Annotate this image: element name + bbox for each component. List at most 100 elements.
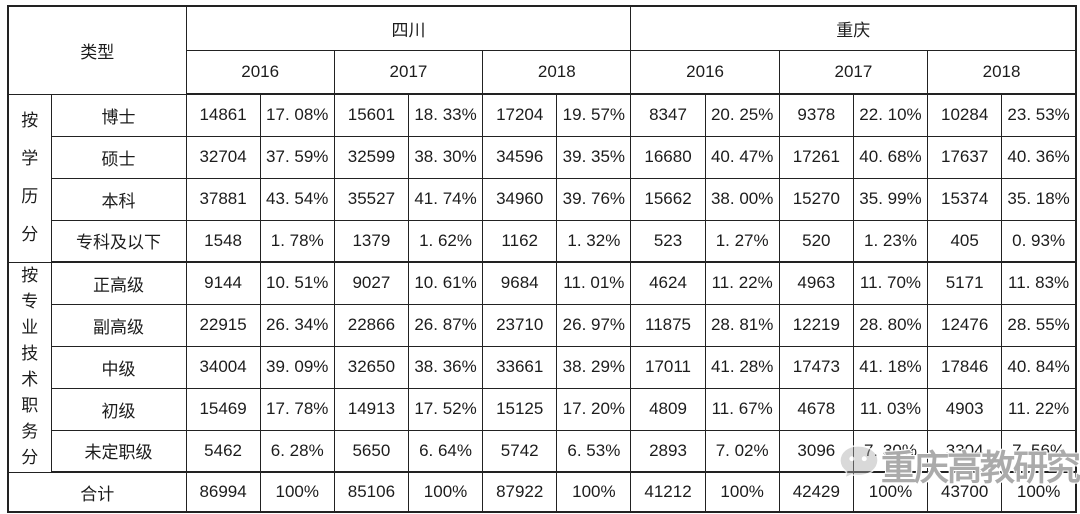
table-cell: 22. 10% — [852, 93, 929, 137]
table-cell: 1. 78% — [259, 219, 335, 263]
table-cell: 8347 — [630, 93, 706, 137]
table-cell: 34596 — [482, 135, 558, 179]
table-cell: 28. 55% — [1001, 303, 1077, 347]
group-label-by-title: 按专业技术职务分 — [7, 261, 52, 473]
table-cell: 11. 70% — [852, 261, 929, 305]
region-header-chongqing: 重庆 — [630, 5, 1077, 51]
row-label: 专科及以下 — [50, 219, 187, 263]
year-header: 2018 — [482, 49, 632, 95]
table-cell: 100% — [259, 471, 335, 513]
table-cell: 40. 47% — [704, 135, 780, 179]
table-cell: 87922 — [482, 471, 558, 513]
table-cell: 28. 80% — [852, 303, 929, 347]
total-row-label: 合计 — [7, 471, 187, 513]
table-cell: 523 — [630, 219, 706, 263]
table-cell: 34004 — [185, 345, 261, 389]
table-cell: 14913 — [333, 387, 409, 431]
table-cell: 5650 — [333, 429, 409, 473]
table-cell: 41. 74% — [407, 177, 484, 221]
table-cell: 5742 — [482, 429, 558, 473]
table-cell: 39. 35% — [556, 135, 632, 179]
table-cell: 4678 — [778, 387, 854, 431]
table-cell: 11. 22% — [1001, 387, 1077, 431]
table-cell: 100% — [556, 471, 632, 513]
table-cell: 41. 18% — [852, 345, 929, 389]
table-cell: 4809 — [630, 387, 706, 431]
table-cell: 26. 87% — [407, 303, 484, 347]
table-cell: 17. 52% — [407, 387, 484, 431]
table-cell: 39. 76% — [556, 177, 632, 221]
table-cell: 39. 09% — [259, 345, 335, 389]
table-cell: 17. 20% — [556, 387, 632, 431]
table-cell: 4903 — [927, 387, 1003, 431]
table-row: 硕士 32704 37. 59% 32599 38. 30% 34596 39.… — [8, 135, 1077, 179]
table-cell: 15469 — [185, 387, 261, 431]
table-cell: 18. 33% — [407, 93, 484, 137]
table-cell: 86994 — [185, 471, 261, 513]
table-cell: 1548 — [185, 219, 261, 263]
table-cell: 3304 — [927, 429, 1003, 473]
table-cell: 5171 — [927, 261, 1003, 305]
table-cell: 15601 — [333, 93, 409, 137]
table-cell: 0. 93% — [1001, 219, 1077, 263]
table-cell: 38. 00% — [704, 177, 780, 221]
table-cell: 43700 — [927, 471, 1003, 513]
table-cell: 28. 81% — [704, 303, 780, 347]
row-label: 本科 — [50, 177, 187, 221]
table-cell: 38. 30% — [407, 135, 484, 179]
table-cell: 40. 84% — [1001, 345, 1077, 389]
table-cell: 11. 22% — [704, 261, 780, 305]
table-cell: 100% — [407, 471, 484, 513]
table-cell: 22915 — [185, 303, 261, 347]
row-label: 博士 — [50, 93, 187, 137]
table-cell: 26. 97% — [556, 303, 632, 347]
year-header: 2016 — [185, 49, 335, 95]
region-header-sichuan: 四川 — [185, 5, 632, 51]
table-cell: 17. 78% — [259, 387, 335, 431]
table-row: 未定职级 5462 6. 28% 5650 6. 64% 5742 6. 53%… — [8, 429, 1077, 473]
table-cell: 32650 — [333, 345, 409, 389]
table-cell: 11875 — [630, 303, 706, 347]
table-cell: 32704 — [185, 135, 261, 179]
table-cell: 7. 56% — [1001, 429, 1077, 473]
table-cell: 4963 — [778, 261, 854, 305]
table-cell: 37881 — [185, 177, 261, 221]
table-cell: 43. 54% — [259, 177, 335, 221]
table-cell: 23. 53% — [1001, 93, 1077, 137]
table-cell: 35527 — [333, 177, 409, 221]
table-cell: 38. 36% — [407, 345, 484, 389]
table-cell: 9027 — [333, 261, 409, 305]
table-cell: 34960 — [482, 177, 558, 221]
table-cell: 1. 32% — [556, 219, 632, 263]
table-cell: 10. 61% — [407, 261, 484, 305]
table-cell: 12476 — [927, 303, 1003, 347]
staff-statistics-table: 类型 四川 重庆 2016 2017 2018 2016 2017 2018 按… — [7, 5, 1077, 513]
table-row: 专科及以下 1548 1. 78% 1379 1. 62% 1162 1. 32… — [8, 219, 1077, 263]
row-label: 中级 — [50, 345, 187, 389]
table-row: 按专业技术职务分 正高级 9144 10. 51% 9027 10. 61% 9… — [7, 261, 1077, 473]
table-cell: 7. 02% — [704, 429, 780, 473]
table-row: 本科 37881 43. 54% 35527 41. 74% 34960 39.… — [8, 177, 1077, 221]
table-cell: 19. 57% — [556, 93, 632, 137]
table-cell: 1. 23% — [852, 219, 929, 263]
table-cell: 1. 27% — [704, 219, 780, 263]
table-cell: 100% — [1001, 471, 1077, 513]
table-cell: 9684 — [482, 261, 558, 305]
table-cell: 405 — [927, 219, 1003, 263]
year-header: 2017 — [333, 49, 484, 95]
table-cell: 17261 — [778, 135, 854, 179]
table-cell: 5462 — [185, 429, 261, 473]
group-label-by-education: 按学历分 — [7, 93, 52, 263]
table-cell: 11. 01% — [556, 261, 632, 305]
table-cell: 15662 — [630, 177, 706, 221]
table-row: 中级 34004 39. 09% 32650 38. 36% 33661 38.… — [8, 345, 1077, 389]
row-label: 硕士 — [50, 135, 187, 179]
table-cell: 35. 99% — [852, 177, 929, 221]
table-cell: 15374 — [927, 177, 1003, 221]
table-cell: 15125 — [482, 387, 558, 431]
year-header: 2018 — [927, 49, 1077, 95]
table-cell: 520 — [778, 219, 854, 263]
year-header: 2017 — [778, 49, 929, 95]
table-cell: 1162 — [482, 219, 558, 263]
table-cell: 14861 — [185, 93, 261, 137]
